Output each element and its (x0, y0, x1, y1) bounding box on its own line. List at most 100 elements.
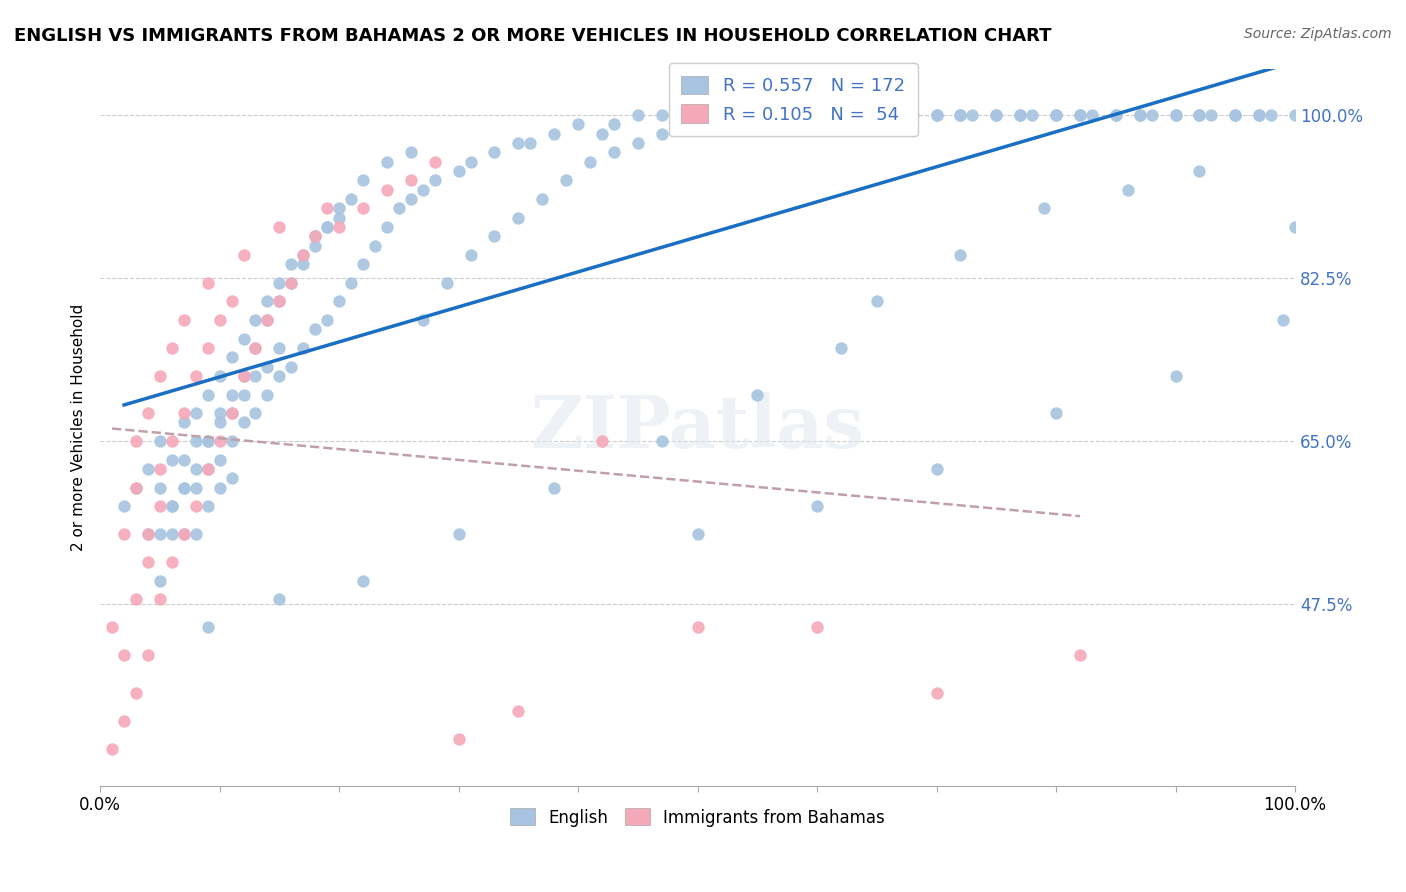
Point (269, 368, 291, 383)
Point (197, 276, 219, 290)
Point (770, 108, 793, 122)
Point (280, 276, 302, 290)
Point (531, 192, 554, 206)
Point (328, 211, 350, 225)
Point (269, 294, 291, 309)
Point (256, 359, 278, 374)
Point (1069, 648, 1091, 663)
Point (436, 276, 458, 290)
Point (197, 434, 219, 449)
Point (208, 416, 231, 430)
Point (316, 313, 339, 327)
Point (149, 434, 172, 449)
Point (221, 387, 243, 401)
Point (101, 741, 124, 756)
Point (160, 527, 183, 541)
Point (1188, 108, 1211, 122)
Point (1045, 406, 1067, 420)
Point (232, 368, 254, 383)
Point (256, 313, 278, 327)
Point (197, 387, 219, 401)
Point (280, 276, 302, 290)
Point (806, 500, 828, 514)
Point (184, 462, 207, 476)
Point (160, 341, 183, 355)
Point (842, 108, 865, 122)
Point (173, 406, 195, 420)
Point (627, 108, 650, 122)
Point (591, 127, 613, 141)
Point (149, 500, 172, 514)
Point (269, 341, 291, 355)
Point (686, 620, 709, 634)
Point (269, 276, 291, 290)
Point (747, 387, 769, 401)
Point (1272, 313, 1295, 327)
Point (160, 500, 183, 514)
Point (1284, 108, 1306, 122)
Point (747, 108, 769, 122)
Point (890, 108, 912, 122)
Point (734, 117, 756, 131)
Point (447, 732, 470, 747)
Point (292, 257, 315, 271)
Point (1260, 108, 1282, 122)
Point (1081, 108, 1104, 122)
Point (149, 462, 172, 476)
Point (112, 527, 135, 541)
Point (208, 406, 231, 420)
Point (1164, 108, 1187, 122)
Point (269, 592, 291, 607)
Point (184, 500, 207, 514)
Point (245, 368, 267, 383)
Point (925, 462, 948, 476)
Point (173, 452, 195, 467)
Point (328, 201, 350, 215)
Point (208, 481, 231, 495)
Point (555, 173, 578, 187)
Point (280, 257, 302, 271)
Point (460, 154, 482, 169)
Point (173, 481, 195, 495)
Point (160, 555, 183, 569)
Point (399, 145, 422, 160)
Point (1188, 164, 1211, 178)
Point (160, 452, 183, 467)
Point (269, 219, 291, 234)
Point (160, 500, 183, 514)
Point (447, 527, 470, 541)
Legend: English, Immigrants from Bahamas: English, Immigrants from Bahamas (502, 800, 893, 835)
Point (1188, 108, 1211, 122)
Point (710, 108, 733, 122)
Point (747, 108, 769, 122)
Point (806, 108, 828, 122)
Point (447, 164, 470, 178)
Point (292, 248, 315, 262)
Point (901, 108, 924, 122)
Point (579, 154, 602, 169)
Point (603, 145, 626, 160)
Point (245, 313, 267, 327)
Point (184, 406, 207, 420)
Point (292, 341, 315, 355)
Point (460, 248, 482, 262)
Point (125, 592, 148, 607)
Point (806, 108, 828, 122)
Point (197, 341, 219, 355)
Point (412, 313, 434, 327)
Point (208, 452, 231, 467)
Point (136, 527, 159, 541)
Point (352, 257, 374, 271)
Point (173, 527, 195, 541)
Point (352, 574, 374, 588)
Point (352, 173, 374, 187)
Point (125, 481, 148, 495)
Point (388, 201, 411, 215)
Point (1129, 108, 1152, 122)
Point (245, 406, 267, 420)
Point (1140, 108, 1163, 122)
Point (962, 108, 984, 122)
Point (245, 341, 267, 355)
Point (627, 136, 650, 150)
Point (1225, 108, 1247, 122)
